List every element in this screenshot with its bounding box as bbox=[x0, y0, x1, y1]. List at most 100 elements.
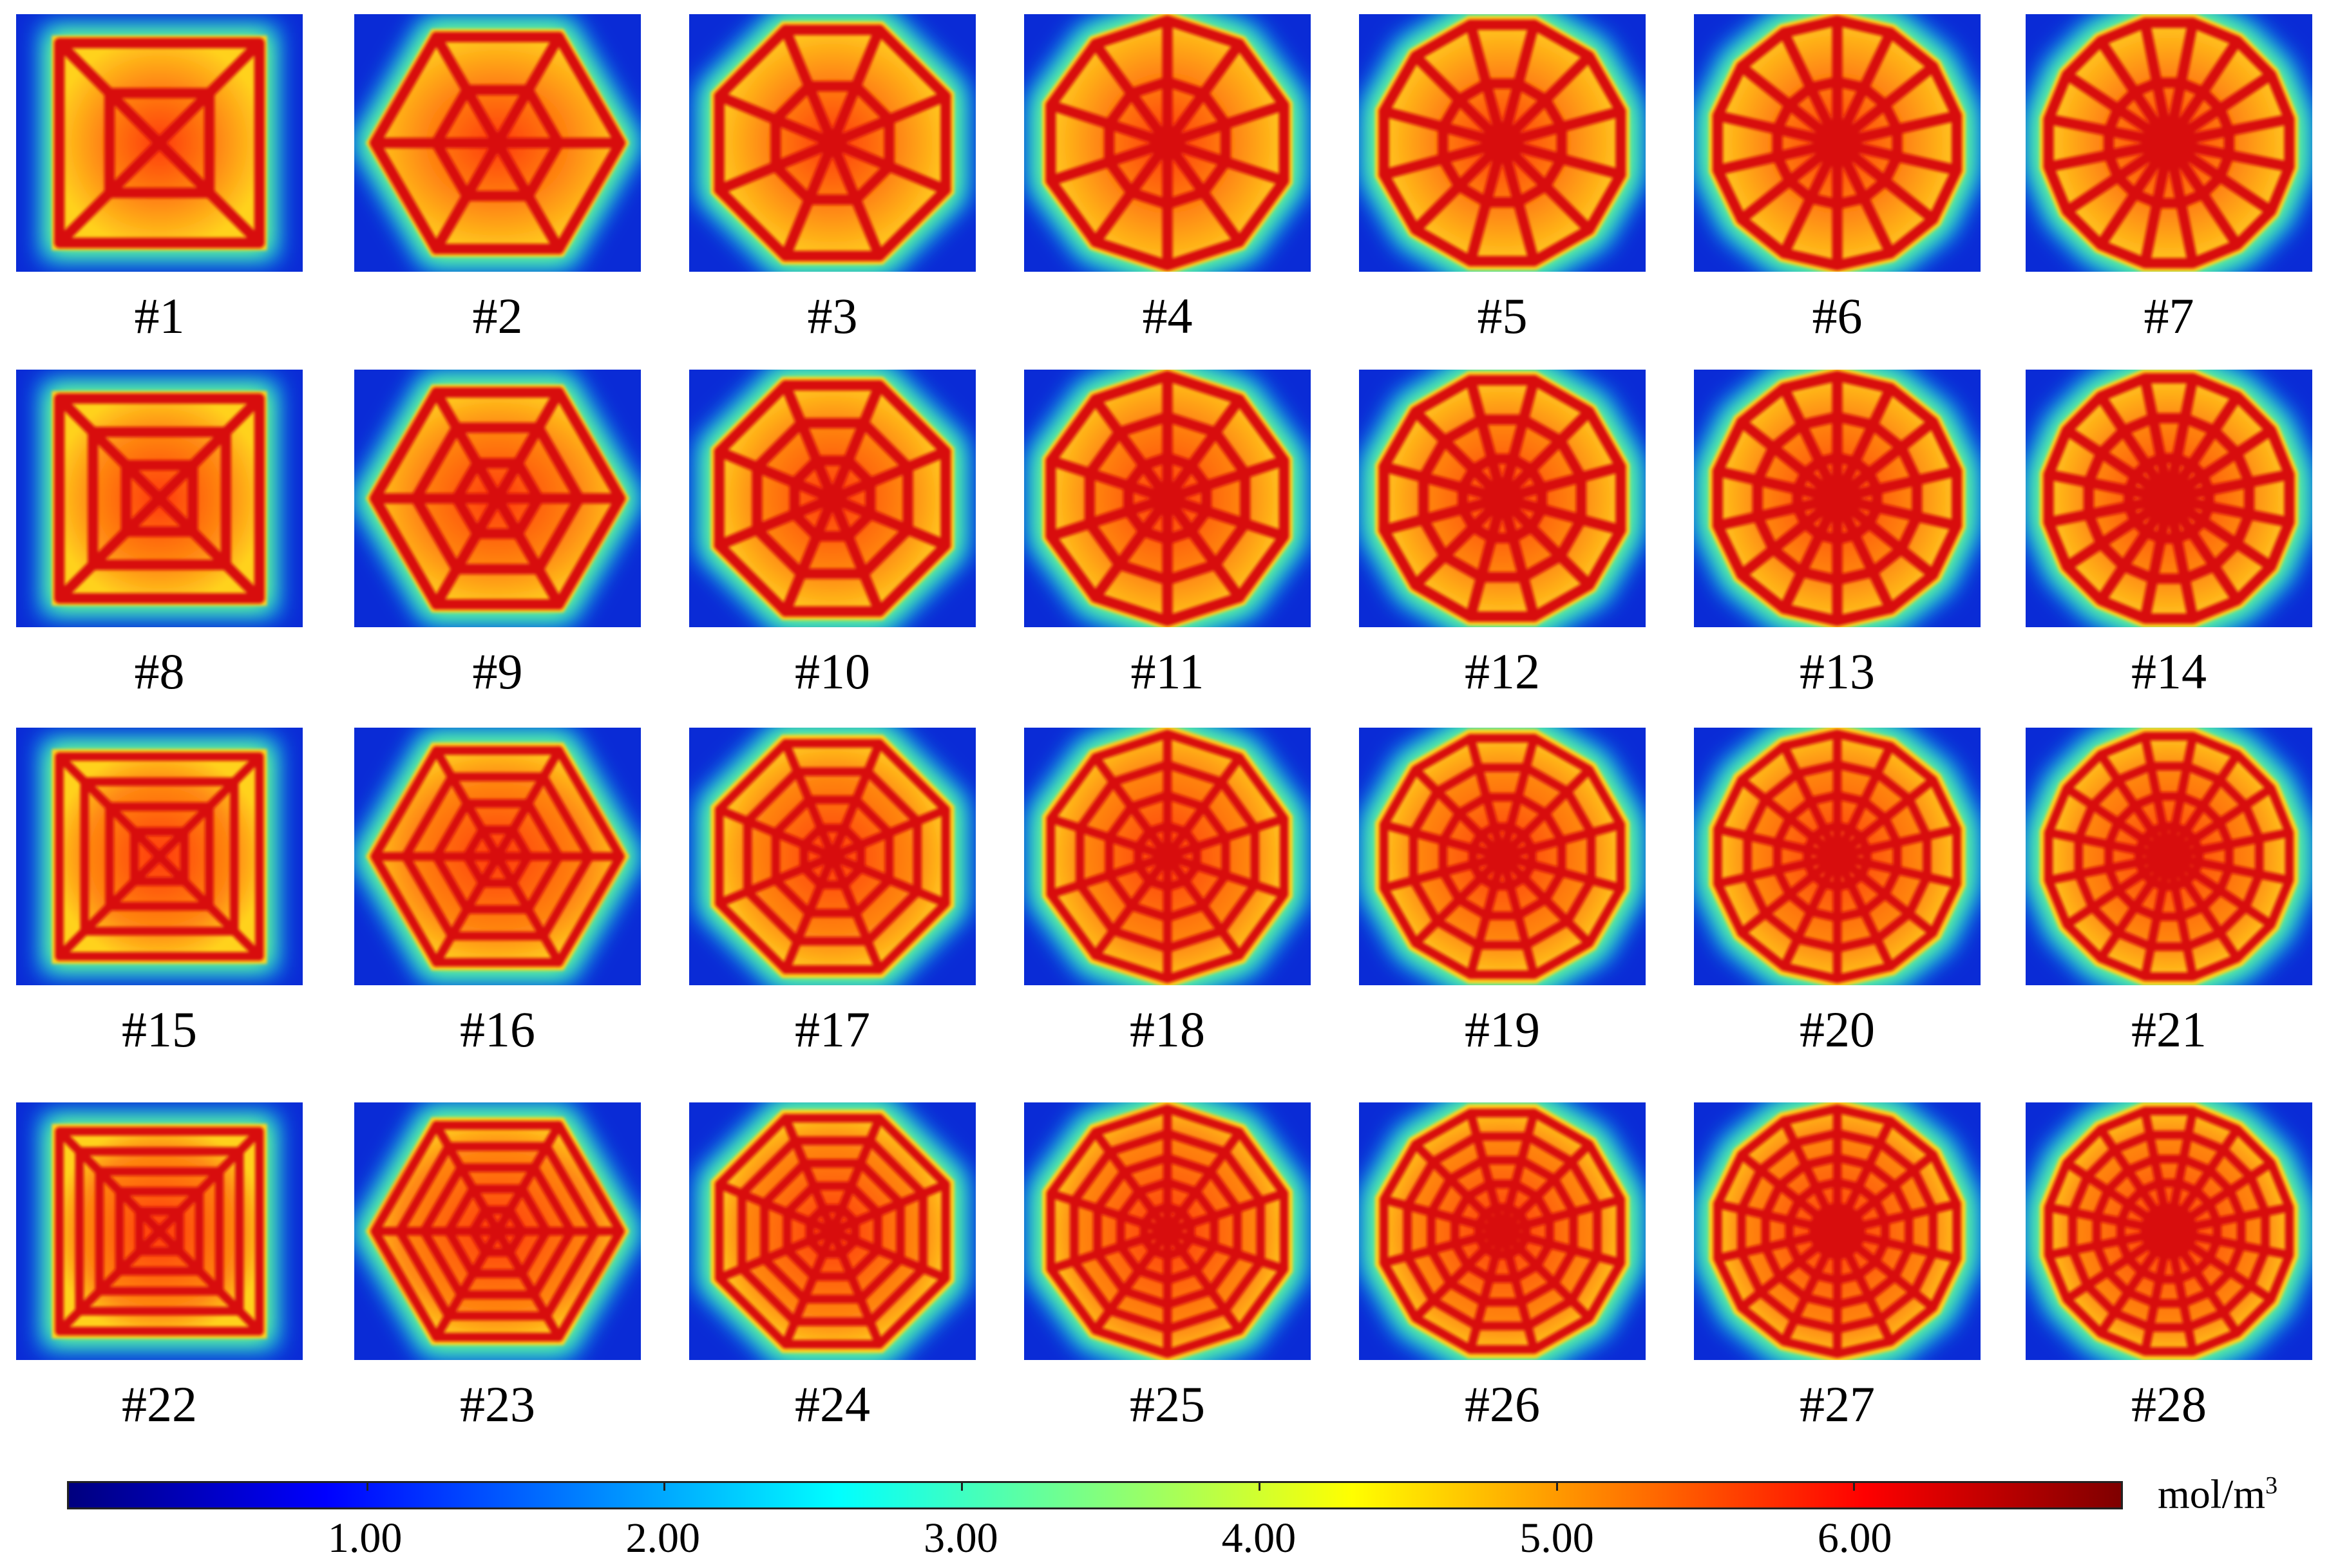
panel-label: #13 bbox=[1800, 643, 1875, 699]
contour-map bbox=[16, 1102, 303, 1360]
panel-label: #26 bbox=[1465, 1376, 1540, 1432]
contour-panel bbox=[2026, 728, 2312, 985]
colorbar bbox=[67, 1481, 2123, 1509]
contour-map bbox=[16, 728, 303, 985]
contour-panel bbox=[689, 370, 976, 627]
contour-map bbox=[354, 14, 641, 272]
colorbar-tick bbox=[1853, 1483, 1856, 1491]
contour-map bbox=[689, 1102, 976, 1360]
contour-panel bbox=[16, 728, 303, 985]
contour-map bbox=[689, 370, 976, 627]
contour-map bbox=[2026, 14, 2312, 272]
contour-map bbox=[354, 1102, 641, 1360]
contour-map bbox=[1359, 1102, 1646, 1360]
contour-map bbox=[1359, 370, 1646, 627]
contour-panel bbox=[354, 728, 641, 985]
contour-panel bbox=[1359, 370, 1646, 627]
contour-panel bbox=[2026, 370, 2312, 627]
panel-label: #15 bbox=[122, 1001, 197, 1057]
contour-panel bbox=[1024, 14, 1311, 272]
contour-map bbox=[1694, 728, 1981, 985]
panel-label: #21 bbox=[2131, 1001, 2207, 1057]
contour-map bbox=[1694, 370, 1981, 627]
contour-panel bbox=[1024, 370, 1311, 627]
contour-panel bbox=[1694, 370, 1981, 627]
contour-panel bbox=[16, 1102, 303, 1360]
panel-label: #3 bbox=[807, 288, 858, 344]
colorbar-tick bbox=[663, 1483, 666, 1491]
contour-map bbox=[354, 370, 641, 627]
panel-label: #23 bbox=[460, 1376, 535, 1432]
contour-map bbox=[1024, 370, 1311, 627]
contour-map bbox=[16, 370, 303, 627]
contour-map bbox=[1359, 728, 1646, 985]
panel-label: #5 bbox=[1477, 288, 1528, 344]
colorbar-tick-label: 3.00 bbox=[924, 1515, 998, 1562]
contour-map bbox=[16, 14, 303, 272]
panel-label: #22 bbox=[122, 1376, 197, 1432]
contour-map bbox=[354, 728, 641, 985]
contour-panel bbox=[1359, 14, 1646, 272]
contour-panel bbox=[1024, 1102, 1311, 1360]
contour-panel bbox=[2026, 1102, 2312, 1360]
colorbar-tick bbox=[366, 1483, 368, 1491]
panel-label: #16 bbox=[460, 1001, 535, 1057]
contour-panel bbox=[1694, 14, 1981, 272]
contour-panel bbox=[1359, 728, 1646, 985]
panel-label: #2 bbox=[472, 288, 523, 344]
contour-map bbox=[2026, 1102, 2312, 1360]
colorbar-tick bbox=[1555, 1483, 1558, 1491]
contour-panel bbox=[2026, 14, 2312, 272]
contour-panel bbox=[1359, 1102, 1646, 1360]
panel-label: #28 bbox=[2131, 1376, 2207, 1432]
panel-label: #1 bbox=[134, 288, 185, 344]
panel-label: #18 bbox=[1130, 1001, 1205, 1057]
panel-label: #14 bbox=[2131, 643, 2207, 699]
contour-map bbox=[1024, 14, 1311, 272]
contour-panel bbox=[354, 14, 641, 272]
contour-map bbox=[1024, 728, 1311, 985]
unit-exponent: 3 bbox=[2265, 1472, 2278, 1499]
contour-panel bbox=[354, 1102, 641, 1360]
contour-map bbox=[1024, 1102, 1311, 1360]
panel-label: #24 bbox=[795, 1376, 870, 1432]
colorbar-tick-label: 4.00 bbox=[1221, 1515, 1297, 1562]
panel-label: #20 bbox=[1800, 1001, 1875, 1057]
contour-map bbox=[1359, 14, 1646, 272]
panel-label: #6 bbox=[1812, 288, 1863, 344]
contour-panel bbox=[689, 14, 976, 272]
panel-label: #17 bbox=[795, 1001, 870, 1057]
contour-map bbox=[1694, 14, 1981, 272]
contour-panel bbox=[354, 370, 641, 627]
contour-panel bbox=[689, 728, 976, 985]
unit-text: mol/m bbox=[2158, 1471, 2266, 1517]
panel-label: #27 bbox=[1800, 1376, 1875, 1432]
contour-map bbox=[689, 728, 976, 985]
panel-label: #11 bbox=[1130, 643, 1204, 699]
panel-label: #19 bbox=[1465, 1001, 1540, 1057]
colorbar-unit-label: mol/m3 bbox=[2158, 1473, 2277, 1515]
contour-map bbox=[1694, 1102, 1981, 1360]
panel-label: #10 bbox=[795, 643, 870, 699]
panel-label: #4 bbox=[1142, 288, 1193, 344]
contour-map bbox=[2026, 370, 2312, 627]
colorbar-tick-label: 5.00 bbox=[1519, 1515, 1594, 1562]
contour-panel bbox=[689, 1102, 976, 1360]
colorbar-tick-label: 6.00 bbox=[1817, 1515, 1892, 1562]
colorbar-tick-label: 2.00 bbox=[625, 1515, 700, 1562]
panel-label: #12 bbox=[1465, 643, 1540, 699]
colorbar-tick bbox=[1258, 1483, 1260, 1491]
colorbar-tick bbox=[961, 1483, 964, 1491]
contour-panel bbox=[16, 14, 303, 272]
panel-label: #25 bbox=[1130, 1376, 1205, 1432]
contour-map bbox=[689, 14, 976, 272]
contour-panel bbox=[16, 370, 303, 627]
contour-map bbox=[2026, 728, 2312, 985]
panel-label: #8 bbox=[134, 643, 185, 699]
panel-label: #9 bbox=[472, 643, 523, 699]
colorbar-tick-label: 1.00 bbox=[327, 1515, 403, 1562]
contour-panel bbox=[1694, 728, 1981, 985]
panel-label: #7 bbox=[2144, 288, 2194, 344]
contour-panel bbox=[1024, 728, 1311, 985]
